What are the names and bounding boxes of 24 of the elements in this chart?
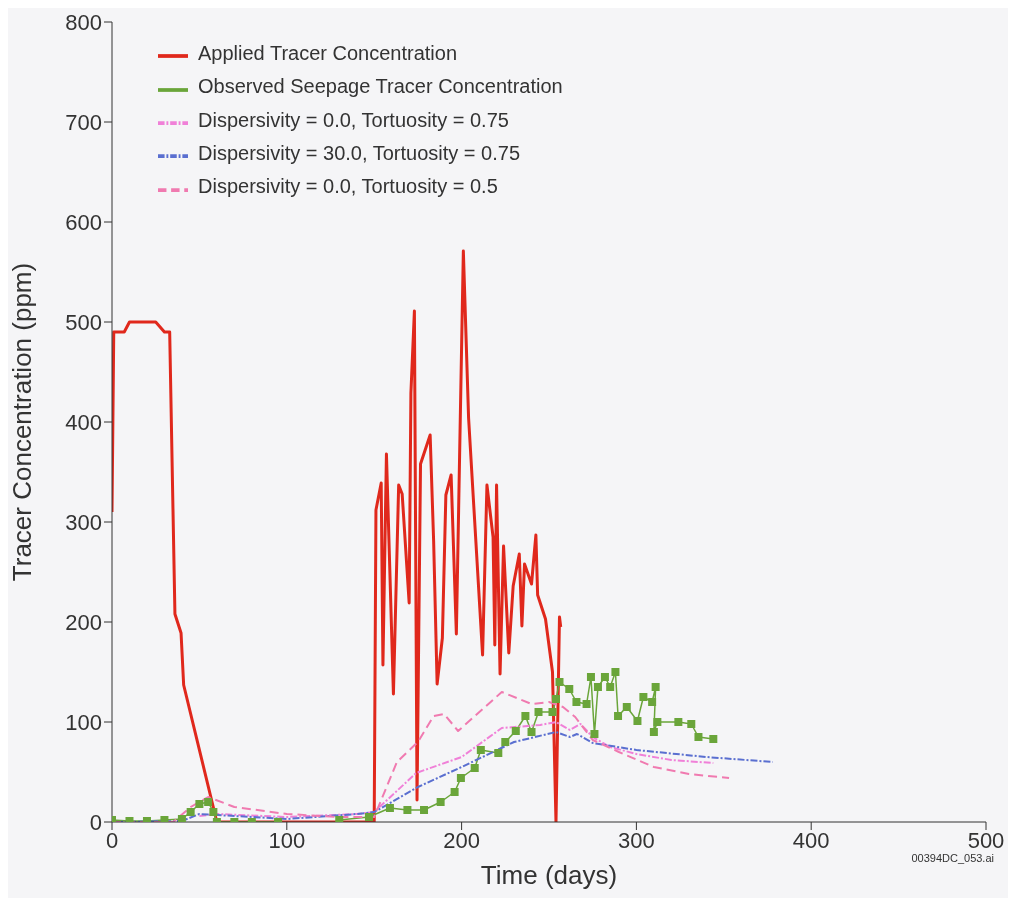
y-tick-label: 800 bbox=[65, 9, 102, 35]
y-tick-label: 0 bbox=[89, 809, 102, 835]
x-tick-label: 100 bbox=[268, 827, 306, 853]
x-tick-label: 500 bbox=[967, 827, 1005, 853]
legend-label: Dispersivity = 0.0, Tortuosity = 0.5 bbox=[198, 175, 498, 198]
line-series bbox=[112, 249, 563, 822]
x-tick-label: 200 bbox=[443, 827, 480, 853]
y-tick-label: 700 bbox=[65, 109, 102, 135]
y-tick-label: 200 bbox=[65, 609, 102, 635]
y-tick-label: 600 bbox=[65, 209, 102, 235]
y-tick-label: 100 bbox=[65, 709, 102, 735]
x-tick-label: 0 bbox=[105, 827, 119, 853]
y-tick-label: 300 bbox=[65, 509, 102, 535]
y-axis-title: Tracer Concentration (ppm) bbox=[7, 262, 38, 582]
x-tick-label: 300 bbox=[618, 827, 655, 853]
legend-label: Dispersivity = 0.0, Tortuosity = 0.75 bbox=[198, 108, 509, 131]
x-tick-label: 400 bbox=[792, 827, 830, 853]
y-tick-label: 500 bbox=[65, 309, 102, 335]
y-tick-label: 400 bbox=[65, 409, 102, 435]
x-axis-title: Time (days) bbox=[480, 860, 618, 890]
text: 00394DC_053.ai bbox=[911, 852, 994, 864]
legend-label: Observed Seepage Tracer Concentration bbox=[198, 75, 563, 98]
legend-label: Dispersivity = 30.0, Tortuosity = 0.75 bbox=[198, 141, 521, 164]
legend-label: Applied Tracer Concentration bbox=[198, 42, 458, 64]
